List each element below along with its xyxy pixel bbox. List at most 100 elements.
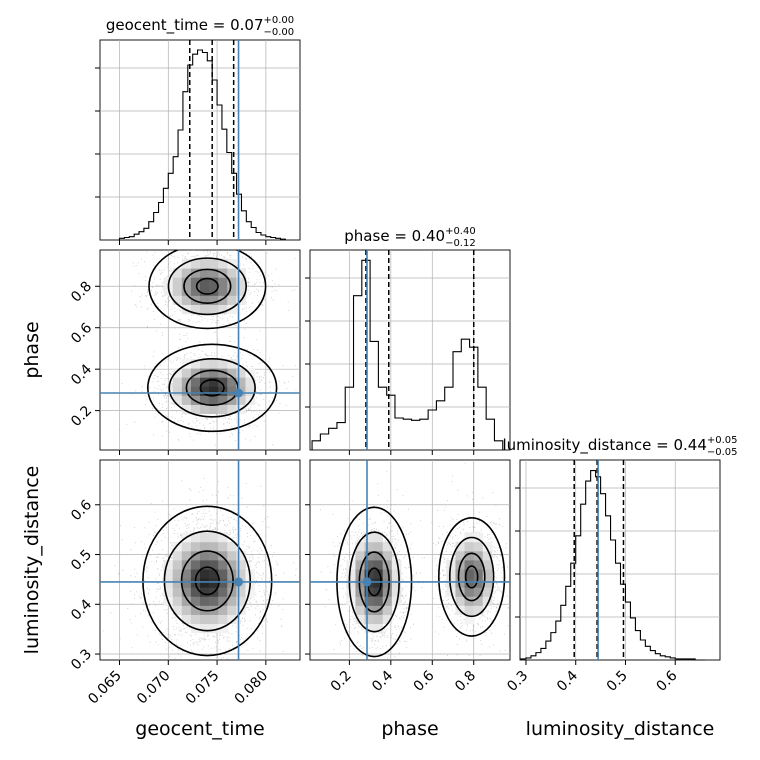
density-cell (364, 560, 375, 570)
density-cell (181, 268, 192, 278)
density-cell (209, 596, 219, 606)
density-cell (218, 560, 228, 570)
xlabel-geocent-time: geocent_time (135, 718, 264, 740)
tick-label-y: 0.6 (68, 497, 95, 524)
density-cell (181, 605, 192, 615)
density-cell (455, 541, 465, 552)
density-cell (346, 587, 356, 597)
title-luminosity-distance: luminosity_distance = 0.44+0.05 −0.05 (502, 435, 737, 458)
density-cell (236, 550, 246, 561)
density-cell (181, 587, 192, 597)
density-cell (209, 623, 219, 634)
contour (194, 566, 220, 596)
contour (199, 379, 225, 397)
density-cell (236, 277, 246, 287)
density-cell (455, 578, 465, 588)
density-cell (209, 304, 219, 315)
density-cell (190, 368, 201, 378)
density-cell (355, 541, 365, 552)
density-cell (473, 605, 484, 615)
density-cell (181, 295, 192, 305)
density-cell (200, 596, 210, 606)
density-cell (190, 277, 201, 287)
title-geocent-time-plus: +0.00 (264, 15, 295, 26)
density-cell (382, 605, 393, 615)
density-cell (227, 605, 237, 615)
density-cell (218, 359, 228, 369)
density-cell (391, 587, 402, 597)
density-cell (218, 587, 228, 597)
density-cell (236, 587, 246, 597)
density-cell (382, 578, 393, 588)
density-cell (473, 532, 484, 543)
density-cell (455, 587, 465, 597)
density-cell (227, 395, 237, 405)
density-cell (218, 550, 228, 561)
hist-luminosity-distance-frame (519, 459, 721, 661)
density-cell (464, 596, 475, 606)
density-cell (190, 569, 201, 579)
density-cell (190, 268, 201, 278)
density-cell (227, 386, 237, 396)
density-cell (209, 541, 219, 552)
luminosity-distance-vs-phase-frame (309, 459, 511, 661)
density-cell (190, 532, 201, 543)
density-cell (236, 286, 246, 296)
density-cell (200, 560, 210, 570)
density-cell (482, 569, 493, 579)
density-cell (236, 560, 246, 570)
density-cell (181, 541, 192, 552)
density-cell (373, 550, 384, 561)
density-cell (200, 532, 210, 543)
density-cell (200, 541, 210, 552)
luminosity-distance-vs-phase-density (320, 462, 509, 659)
tick-label-x: 0.6 (654, 668, 681, 695)
tick-label-y: 0.3 (68, 646, 95, 673)
title-phase-plus: +0.40 (445, 226, 476, 237)
density-cell (227, 560, 237, 570)
density-cell (473, 578, 484, 588)
density-cell (382, 569, 393, 579)
density-cell (181, 404, 192, 415)
density-cell (482, 541, 493, 552)
density-cell (346, 569, 356, 579)
contour (163, 530, 252, 632)
density-cell (364, 623, 375, 634)
density-cell (209, 377, 219, 387)
density-cell (209, 569, 219, 579)
density-cell (200, 550, 210, 561)
density-cell (382, 560, 393, 570)
density-cell (382, 614, 393, 625)
density-cell (172, 560, 183, 570)
density-cell (172, 268, 183, 278)
tick-label-y: 0.5 (68, 547, 95, 574)
density-cell (455, 596, 465, 606)
density-cell (200, 395, 210, 405)
density-cell (200, 277, 210, 287)
tick-label-x: 0.080 (232, 668, 272, 708)
density-cell (373, 560, 384, 570)
density-cell (236, 605, 246, 615)
density-cell (190, 359, 201, 369)
contour (168, 358, 256, 418)
density-cell (355, 550, 365, 561)
density-cell (190, 259, 201, 269)
density-cell (190, 605, 201, 615)
density-cell (209, 286, 219, 296)
density-cell (464, 550, 475, 561)
density-cell (172, 386, 183, 396)
density-cell (355, 560, 365, 570)
density-cell (218, 404, 228, 415)
density-cell (209, 386, 219, 396)
density-cell (181, 377, 192, 387)
density-cell (227, 368, 237, 378)
density-cell (227, 578, 237, 588)
density-cell (355, 605, 365, 615)
density-cell (209, 560, 219, 570)
density-cell (209, 395, 219, 405)
density-cell (227, 614, 237, 625)
density-cell (190, 286, 201, 296)
title-luminosity-distance-text: luminosity_distance = 0.44 (502, 436, 706, 455)
xlabel-luminosity-distance: luminosity_distance (526, 718, 715, 740)
density-cell (163, 578, 174, 588)
